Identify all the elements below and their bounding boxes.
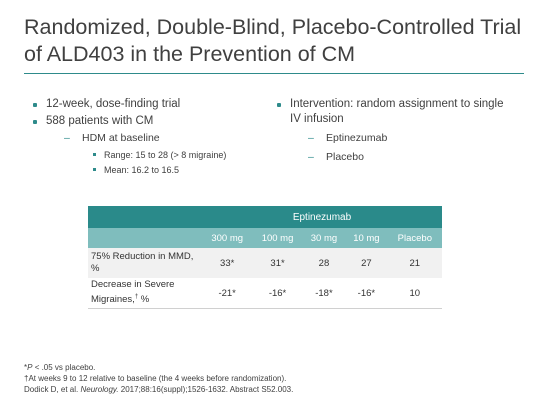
dagger-mark: † [134,294,139,301]
table-group-header: Eptinezumab [202,206,442,228]
table-cell: 33* [202,248,253,278]
table-column-header-row: 300 mg 100 mg 30 mg 10 mg Placebo [88,228,442,248]
table-cell: -16* [252,278,303,309]
citation-details: 2017;88:16(suppl);1526-1632. Abstract S5… [118,385,294,394]
footnote-dagger: †At weeks 9 to 12 relative to baseline (… [24,374,287,383]
bullet-patients: 588 patients with CM HDM at baseline Ran… [32,114,262,176]
table-cell: 31* [252,248,303,278]
table-cell: 28 [302,248,346,278]
table-cell: 10 [387,278,442,309]
table-corner-cell [88,206,202,228]
sub-bullet-eptinezumab: Eptinezumab [290,131,516,146]
column-header-10mg: 10 mg [345,228,388,248]
footnote-citation: Dodick D, et al. Neurology. 2017;88:16(s… [24,384,524,395]
title-line-2: of ALD403 in the Prevention of CM [24,42,356,66]
column-header-100mg: 100 mg [252,228,303,248]
column-header-placebo: Placebo [387,228,442,248]
table-row: Decrease in Severe Migraines,† % -21* -1… [88,278,442,309]
table-cell: -16* [345,278,388,309]
subsub-bullet-mean: Mean: 16.2 to 16.5 [46,164,262,176]
citation-journal: Neurology. [80,385,119,394]
row-label-severe-migraines: Decrease in Severe Migraines,† % [88,278,202,309]
results-table: Eptinezumab 300 mg 100 mg 30 mg 10 mg Pl… [88,206,442,309]
footnote-significance-text: < .05 vs placebo. [32,363,96,372]
row-label-tail: % [138,294,150,306]
sub-bullet-placebo: Placebo [290,150,516,165]
bullet-trial-design: 12-week, dose-finding trial [32,97,262,112]
table-cell: -18* [302,278,346,309]
sub-bullet-hdm: HDM at baseline [46,131,262,146]
right-column: Intervention: random assignment to singl… [276,97,516,167]
bullet-patients-text: 588 patients with CM [46,115,154,127]
left-column: 12-week, dose-finding trial 588 patients… [32,97,262,178]
row-label-mmd-reduction: 75% Reduction in MMD, % [88,248,202,278]
subsub-bullet-range: Range: 15 to 28 (> 8 migraine) [46,149,262,161]
slide-title: Randomized, Double-Blind, Placebo-Contro… [24,14,524,68]
column-header-30mg: 30 mg [302,228,346,248]
row-label-main: Decrease in Severe Migraines, [91,279,175,306]
table-cell: 27 [345,248,388,278]
citation-authors: Dodick D, et al. [24,385,81,394]
footnote-significance: *P < .05 vs placebo. [24,363,96,372]
table-group-header-row: Eptinezumab [88,206,442,228]
title-line-1: Randomized, Double-Blind, Placebo-Contro… [24,15,522,39]
table-corner-cell-sub [88,228,202,248]
table-row: 75% Reduction in MMD, % 33* 31* 28 27 21 [88,248,442,278]
table-cell: -21* [202,278,253,309]
column-header-300mg: 300 mg [202,228,253,248]
footnotes: *P < .05 vs placebo. †At weeks 9 to 12 r… [24,362,524,395]
table-cell: 21 [387,248,442,278]
bullet-intervention-text: Intervention: random assignment to singl… [290,98,504,125]
footnote-p-symbol: P [27,363,33,372]
title-divider [24,73,524,74]
bullet-intervention: Intervention: random assignment to singl… [276,97,516,165]
